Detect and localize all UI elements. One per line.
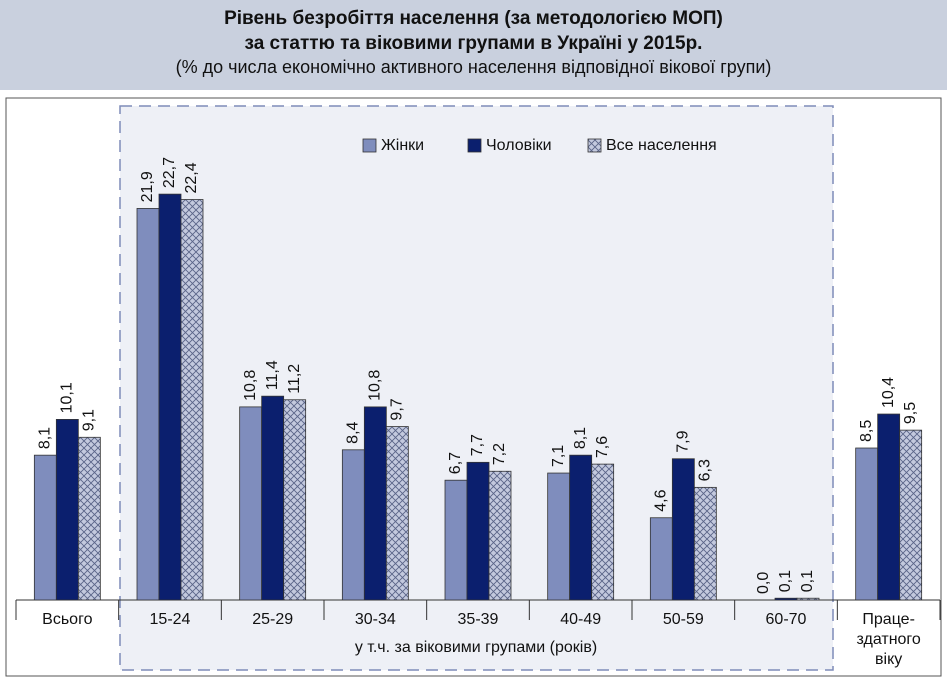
bar <box>444 479 468 601</box>
value-label: 7,9 <box>675 430 692 452</box>
value-label: 11,2 <box>286 364 303 394</box>
x-tick-label: 30-34 <box>354 611 396 628</box>
title-band: Рівень безробіття населення (за методоло… <box>0 0 947 90</box>
value-label: 22,4 <box>183 162 200 193</box>
x-tick-label: Праце-здатного віку <box>856 611 921 668</box>
value-label: 0,0 <box>755 572 772 594</box>
bar <box>158 193 182 601</box>
x-tick-label: 50-59 <box>662 611 704 628</box>
bar <box>261 395 285 601</box>
x-tick-label: 15-24 <box>149 611 191 628</box>
bar <box>55 419 79 601</box>
bar <box>547 472 571 601</box>
bar <box>33 454 57 601</box>
bar <box>239 406 263 601</box>
value-label: 10,8 <box>242 370 259 401</box>
value-label: 7,2 <box>491 443 508 465</box>
bar <box>649 517 673 601</box>
value-label: 7,7 <box>469 434 486 456</box>
x-axis-label: у т.ч. за віковими групами (років) <box>355 639 597 656</box>
value-label: 6,3 <box>697 459 714 481</box>
bar <box>591 463 615 601</box>
value-label: 9,7 <box>389 398 406 420</box>
bar <box>283 399 307 601</box>
value-label: 10,8 <box>367 370 384 401</box>
bar <box>488 470 512 601</box>
value-label: 7,1 <box>550 445 567 467</box>
bar <box>877 413 901 601</box>
legend-swatch <box>362 138 377 153</box>
value-label: 6,7 <box>447 452 464 474</box>
value-label: 10,4 <box>880 377 897 408</box>
bar <box>899 429 923 601</box>
bar <box>693 486 717 601</box>
legend-swatch <box>587 138 602 153</box>
bar <box>774 597 798 601</box>
value-label: 8,4 <box>345 421 362 443</box>
x-tick-label: 25-29 <box>252 611 294 628</box>
value-label: 10,1 <box>59 382 76 413</box>
value-label: 9,1 <box>81 409 98 431</box>
chart-title: за статтю та віковими групами в Україні … <box>244 33 703 54</box>
value-label: 9,5 <box>902 402 919 424</box>
plot-border <box>5 97 942 677</box>
value-label: 8,1 <box>572 427 589 449</box>
bar <box>363 406 387 601</box>
value-label: 22,7 <box>161 157 178 188</box>
bar <box>180 199 204 601</box>
legend-label: Чоловіки <box>486 137 552 154</box>
value-label: 8,1 <box>37 427 54 449</box>
legend-swatch <box>467 138 482 153</box>
value-label: 11,4 <box>264 360 281 390</box>
bar <box>385 426 409 601</box>
legend-label: Все населення <box>606 137 717 154</box>
bar <box>466 461 490 601</box>
bar <box>569 454 593 601</box>
value-label: 21,9 <box>139 171 156 202</box>
bar <box>855 447 879 601</box>
bar <box>796 597 820 601</box>
x-tick-label: 60-70 <box>765 611 807 628</box>
x-tick-label: 40-49 <box>560 611 602 628</box>
bar <box>671 458 695 601</box>
legend-label: Жінки <box>381 137 424 154</box>
bar <box>136 208 160 601</box>
x-tick-label: 35-39 <box>457 611 499 628</box>
value-label: 0,1 <box>777 570 794 592</box>
value-label: 0,1 <box>799 570 816 592</box>
bar <box>77 436 101 601</box>
chart-title: Рівень безробіття населення (за методоло… <box>224 8 723 29</box>
chart-subtitle: (% до числа економічно активного населен… <box>175 57 772 77</box>
bar <box>341 449 365 601</box>
value-label: 7,6 <box>594 436 611 458</box>
value-label: 4,6 <box>653 489 670 511</box>
value-label: 8,5 <box>858 420 875 442</box>
x-tick-label: Всього <box>42 611 93 628</box>
